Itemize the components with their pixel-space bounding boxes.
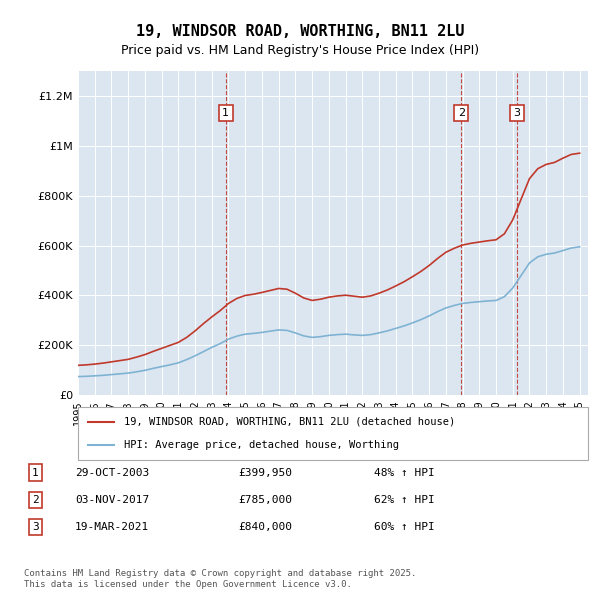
Text: HPI: Average price, detached house, Worthing: HPI: Average price, detached house, Wort…	[124, 440, 399, 450]
Text: 60% ↑ HPI: 60% ↑ HPI	[374, 522, 434, 532]
Text: £399,950: £399,950	[238, 468, 292, 477]
Text: Contains HM Land Registry data © Crown copyright and database right 2025.
This d: Contains HM Land Registry data © Crown c…	[24, 569, 416, 589]
FancyBboxPatch shape	[78, 407, 588, 460]
Text: 2: 2	[32, 495, 38, 505]
Text: Price paid vs. HM Land Registry's House Price Index (HPI): Price paid vs. HM Land Registry's House …	[121, 44, 479, 57]
Text: £840,000: £840,000	[238, 522, 292, 532]
Text: 1: 1	[222, 108, 229, 118]
Text: 03-NOV-2017: 03-NOV-2017	[75, 495, 149, 505]
Text: 19, WINDSOR ROAD, WORTHING, BN11 2LU: 19, WINDSOR ROAD, WORTHING, BN11 2LU	[136, 24, 464, 38]
Text: 2: 2	[458, 108, 465, 118]
Text: £785,000: £785,000	[238, 495, 292, 505]
Text: 3: 3	[32, 522, 38, 532]
Text: 1: 1	[32, 468, 38, 477]
Text: 48% ↑ HPI: 48% ↑ HPI	[374, 468, 434, 477]
Text: 29-OCT-2003: 29-OCT-2003	[75, 468, 149, 477]
Text: 62% ↑ HPI: 62% ↑ HPI	[374, 495, 434, 505]
Text: 19, WINDSOR ROAD, WORTHING, BN11 2LU (detached house): 19, WINDSOR ROAD, WORTHING, BN11 2LU (de…	[124, 417, 455, 427]
Text: 3: 3	[514, 108, 520, 118]
Text: 19-MAR-2021: 19-MAR-2021	[75, 522, 149, 532]
